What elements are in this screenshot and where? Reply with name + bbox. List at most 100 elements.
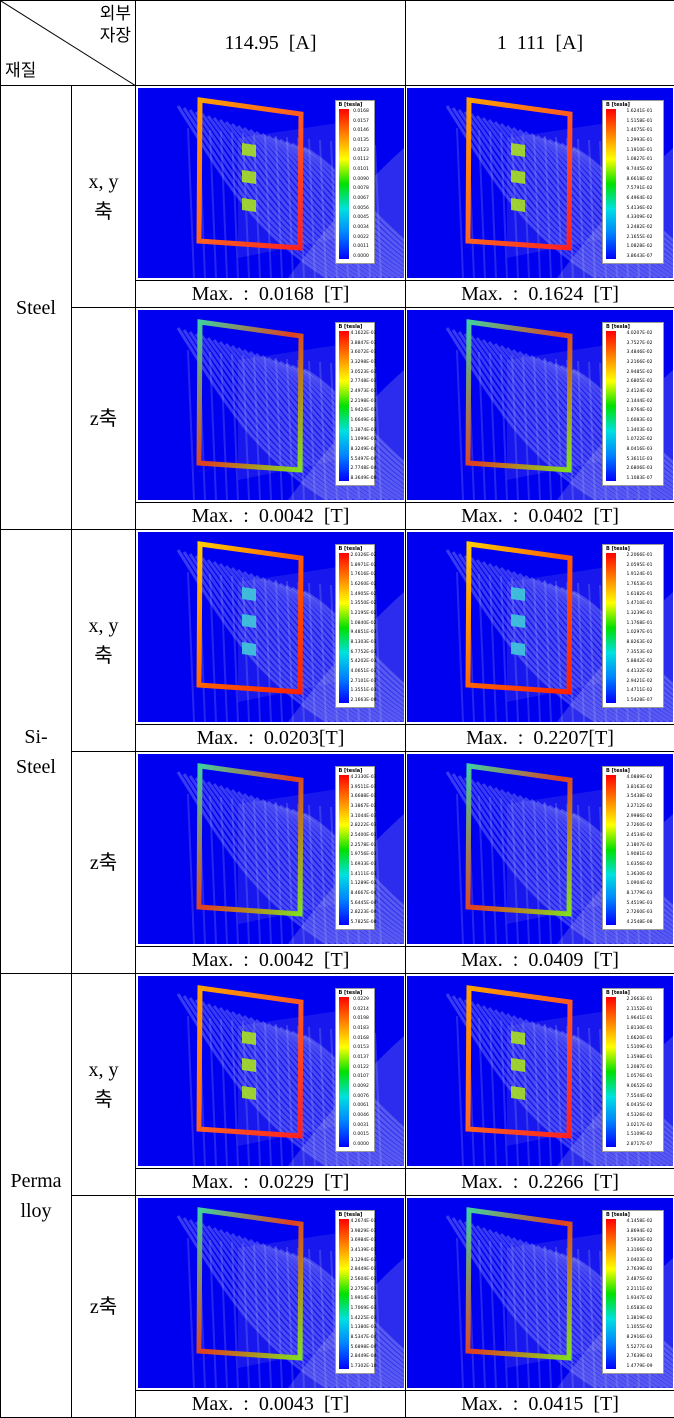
legend-tick: 3.3166E-02 — [618, 1248, 661, 1253]
legend-tick: 4.5326E-02 — [618, 1113, 661, 1118]
legend-tick: 1.3551E-03 — [351, 688, 372, 693]
legend-tick: 1.3550E-02 — [351, 601, 372, 606]
legend-tick: 1.9124E-01 — [618, 572, 661, 577]
axis-label: x, y 축 — [72, 530, 136, 752]
legend-tick: 9.7445E-02 — [618, 167, 661, 172]
legend-tick: 2.0595E-01 — [618, 563, 661, 568]
legend-tick: 1.4710E-01 — [618, 601, 661, 606]
max-value-caption: Max. : 0.0402 [T] — [406, 502, 674, 529]
legend-tick: 1.3598E-01 — [618, 1055, 661, 1060]
legend-tick: 0.0107 — [351, 1074, 372, 1079]
legend-title: B [tesla] — [339, 546, 363, 552]
legend-tick: 8.0416E-03 — [618, 447, 661, 452]
legend-tick: 3.9511E-03 — [351, 785, 372, 790]
legend-tick: 1.2195E-02 — [351, 611, 372, 616]
legend-tick: 3.6072E-03 — [351, 350, 372, 355]
legend-tick: 4.2548E-08 — [618, 920, 661, 925]
legend-tick: 2.8223E-04 — [351, 910, 372, 915]
legend-title: B [tesla] — [339, 768, 363, 774]
legend-tick: 2.8449E-03 — [351, 1267, 372, 1272]
legend-tick: 1.4779E-09 — [618, 1364, 661, 1369]
legend-color-bar — [339, 331, 349, 481]
legend-tick: 1.0576E-01 — [618, 1074, 661, 1079]
legend-tick: 3.6688E-03 — [351, 794, 372, 799]
legend-title: B [tesla] — [606, 324, 630, 330]
legend-color-bar — [606, 1219, 616, 1369]
legend-tick: 0.0137 — [351, 1055, 372, 1060]
legend-tick: 1.3403E-02 — [618, 428, 661, 433]
legend-tick: 7.5544E-02 — [618, 1094, 661, 1099]
legend-tick: 1.9756E-03 — [351, 852, 372, 857]
legend-tick: 1.4905E-02 — [351, 592, 372, 597]
legend-tick: 5.7825E-08 — [351, 920, 372, 925]
max-value-caption: Max. : 0.0168 [T] — [136, 280, 405, 307]
legend-tick: 1.3630E-02 — [618, 872, 661, 877]
legend-tick: 1.1083E-07 — [618, 476, 661, 481]
legend-tick: 1.1380E-03 — [351, 1325, 372, 1330]
legend-tick: 8.5347E-04 — [351, 1335, 372, 1340]
legend-tick: 1.5109E-01 — [618, 1045, 661, 1050]
legend-title: B [tesla] — [606, 102, 630, 108]
legend-tick: 2.1663E-08 — [351, 698, 372, 703]
legend-tick: 8.4667E-04 — [351, 891, 372, 896]
legend-title: B [tesla] — [606, 990, 630, 996]
legend-tick: 0.0056 — [351, 206, 372, 211]
legend-tick: 1.4711E-02 — [618, 688, 661, 693]
legend-tick: 4.1458E-02 — [618, 1219, 661, 1224]
legend-tick: 1.3239E-01 — [618, 611, 661, 616]
max-value-caption: Max. : 0.1624 [T] — [406, 280, 674, 307]
legend-title: B [tesla] — [339, 324, 363, 330]
legend-tick: 0.0183 — [351, 1026, 372, 1031]
legend-tick: 1.8130E-01 — [618, 1026, 661, 1031]
column-header-114-95a: 114.95 [A] — [136, 1, 406, 86]
max-value-caption: Max. : 0.0229 [T] — [136, 1168, 405, 1195]
legend-tick: 2.7260E-03 — [618, 910, 661, 915]
legend-tick: 2.4875E-02 — [618, 1277, 661, 1282]
legend-tick: 3.8163E-02 — [618, 785, 661, 790]
legend-title: B [tesla] — [339, 102, 363, 108]
legend-tick: 5.6898E-04 — [351, 1345, 372, 1350]
legend-tick: 0.0076 — [351, 1094, 372, 1099]
legend-tick: 1.0904E-02 — [618, 881, 661, 886]
legend-tick: 7.5791E-02 — [618, 186, 661, 191]
legend-tick: 1.9081E-02 — [618, 852, 661, 857]
legend-color-bar — [606, 997, 616, 1147]
legend-tick: 1.5109E-02 — [618, 1132, 661, 1137]
legend-tick: 2.0326E-02 — [351, 553, 372, 558]
legend-tick: 0.0067 — [351, 196, 372, 201]
legend-tick: 4.2330E-03 — [351, 775, 372, 780]
legend-tick: 2.8222E-03 — [351, 823, 372, 828]
legend-title: B [tesla] — [606, 768, 630, 774]
material-label: Perma lloy — [1, 974, 72, 1418]
legend-tick: 3.4139E-03 — [351, 1248, 372, 1253]
legend-tick: 0.0214 — [351, 1007, 372, 1012]
legend-tick: 0.0078 — [351, 186, 372, 191]
legend-tick: 1.6933E-03 — [351, 862, 372, 867]
axis-label: z축 — [72, 308, 136, 530]
legend-tick: 3.1294E-03 — [351, 1258, 372, 1263]
legend-tick: 2.6806E-03 — [618, 466, 661, 471]
legend-tick: 3.8694E-02 — [618, 1229, 661, 1234]
legend-tick: 2.4973E-03 — [351, 389, 372, 394]
legend-tick: 1.1099E-03 — [351, 437, 372, 442]
legend-tick: 3.2712E-02 — [618, 804, 661, 809]
legend-tick: 5.3611E-03 — [618, 457, 661, 462]
legend-tick: 1.6583E-02 — [618, 1306, 661, 1311]
